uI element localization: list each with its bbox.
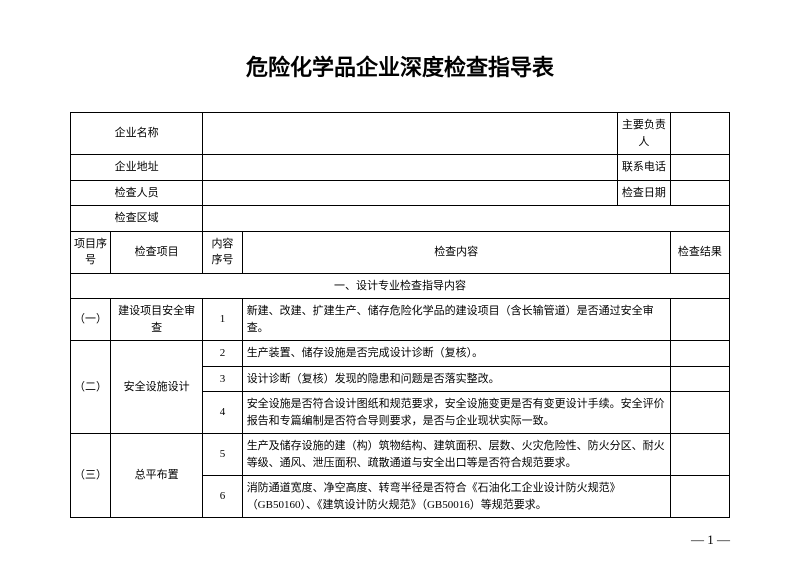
- col-item-no: 项目序号: [71, 231, 111, 273]
- cell-content: 设计诊断（复核）发现的隐患和问题是否落实整改。: [242, 366, 670, 392]
- col-item-name: 检查项目: [111, 231, 203, 273]
- area-label: 检查区域: [71, 206, 203, 232]
- address-label: 企业地址: [71, 155, 203, 181]
- inspector-label: 检查人员: [71, 180, 203, 206]
- phone-value: [670, 155, 729, 181]
- inspector-value: [203, 180, 618, 206]
- address-value: [203, 155, 618, 181]
- date-label: 检查日期: [618, 180, 671, 206]
- company-name-value: [203, 113, 618, 155]
- cell-content: 消防通道宽度、净空高度、转弯半径是否符合《石油化工企业设计防火规范》（GB501…: [242, 476, 670, 518]
- cell-result: [670, 476, 729, 518]
- column-header-row: 项目序号 检查项目 内容序号 检查内容 检查结果: [71, 231, 730, 273]
- cell-item-no: （二）: [71, 341, 111, 434]
- cell-content-no: 4: [203, 392, 243, 434]
- cell-content-no: 6: [203, 476, 243, 518]
- col-content-no: 内容序号: [203, 231, 243, 273]
- cell-content-no: 3: [203, 366, 243, 392]
- document-page: 危险化学品企业深度检查指导表 企业名称 主要负责人 企业地址 联系电话 检查人员: [0, 0, 800, 518]
- header-row-address: 企业地址 联系电话: [71, 155, 730, 181]
- cell-item-no: （三）: [71, 434, 111, 518]
- cell-content-no: 1: [203, 299, 243, 341]
- phone-label: 联系电话: [618, 155, 671, 181]
- cell-content: 新建、改建、扩建生产、储存危险化学品的建设项目（含长输管道）是否通过安全审查。: [242, 299, 670, 341]
- company-name-label: 企业名称: [71, 113, 203, 155]
- cell-item-no: （一）: [71, 299, 111, 341]
- page-number: — 1 —: [691, 532, 730, 548]
- cell-item-name: 总平布置: [111, 434, 203, 518]
- header-row-area: 检查区域: [71, 206, 730, 232]
- cell-item-name: 安全设施设计: [111, 341, 203, 434]
- section-1-header: 一、设计专业检查指导内容: [71, 273, 730, 299]
- date-value: [670, 180, 729, 206]
- header-row-company: 企业名称 主要负责人: [71, 113, 730, 155]
- section-1-title: 一、设计专业检查指导内容: [71, 273, 730, 299]
- col-result: 检查结果: [670, 231, 729, 273]
- cell-content: 安全设施是否符合设计图纸和规范要求，安全设施变更是否有变更设计手续。安全评价报告…: [242, 392, 670, 434]
- cell-content-no: 5: [203, 434, 243, 476]
- area-value: [203, 206, 730, 232]
- leader-label: 主要负责人: [618, 113, 671, 155]
- page-title: 危险化学品企业深度检查指导表: [70, 50, 730, 82]
- cell-result: [670, 392, 729, 434]
- cell-result: [670, 366, 729, 392]
- inspection-table: 企业名称 主要负责人 企业地址 联系电话 检查人员 检查日期 检查区域 项目序号…: [70, 112, 730, 518]
- cell-result: [670, 341, 729, 367]
- cell-content: 生产装置、储存设施是否完成设计诊断（复核）。: [242, 341, 670, 367]
- leader-value: [670, 113, 729, 155]
- cell-result: [670, 434, 729, 476]
- cell-item-name: 建设项目安全审查: [111, 299, 203, 341]
- header-row-inspector: 检查人员 检查日期: [71, 180, 730, 206]
- table-row: （三） 总平布置 5 生产及储存设施的建（构）筑物结构、建筑面积、层数、火灾危险…: [71, 434, 730, 476]
- cell-content-no: 2: [203, 341, 243, 367]
- table-row: （二） 安全设施设计 2 生产装置、储存设施是否完成设计诊断（复核）。: [71, 341, 730, 367]
- table-row: （一） 建设项目安全审查 1 新建、改建、扩建生产、储存危险化学品的建设项目（含…: [71, 299, 730, 341]
- col-content: 检查内容: [242, 231, 670, 273]
- cell-result: [670, 299, 729, 341]
- cell-content: 生产及储存设施的建（构）筑物结构、建筑面积、层数、火灾危险性、防火分区、耐火等级…: [242, 434, 670, 476]
